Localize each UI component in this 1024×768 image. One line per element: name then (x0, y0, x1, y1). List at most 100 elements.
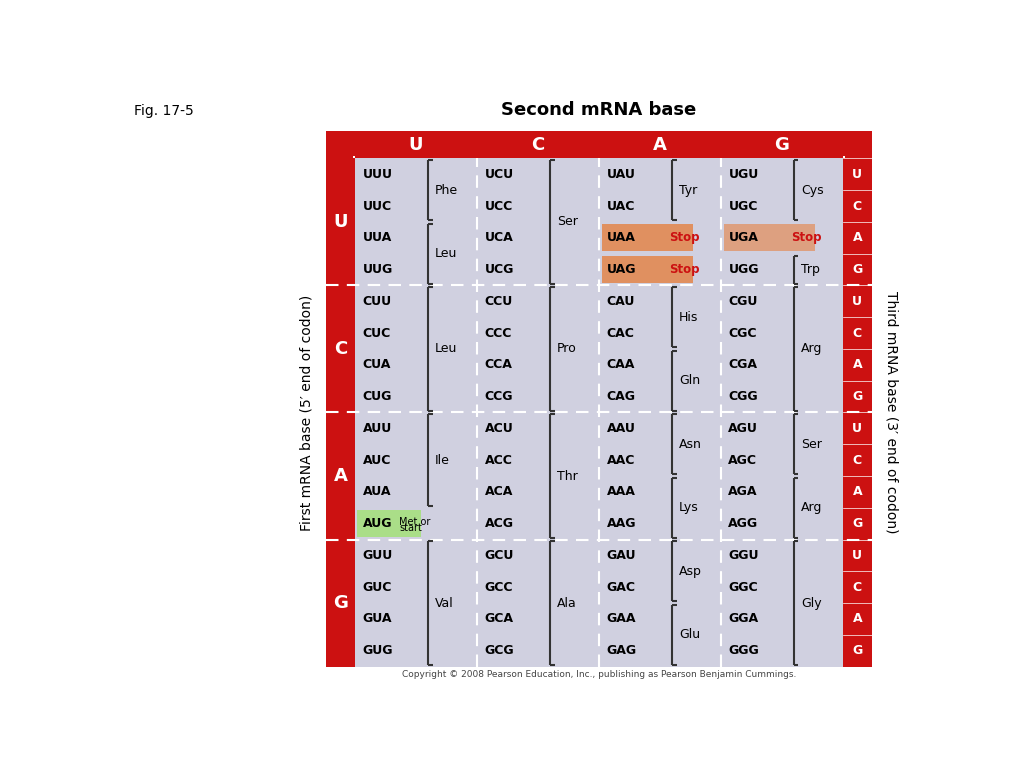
Text: AGC: AGC (728, 454, 758, 467)
Text: start: start (399, 523, 422, 533)
Text: Second mRNA base: Second mRNA base (501, 101, 696, 119)
Text: CCG: CCG (484, 390, 513, 403)
Text: C: C (853, 581, 862, 594)
Text: CCC: CCC (484, 326, 512, 339)
Bar (843, 476, 872, 508)
Text: CCU: CCU (484, 295, 513, 308)
Bar (326, 412, 355, 540)
Text: G: G (333, 594, 348, 612)
Text: CAC: CAC (606, 326, 635, 339)
Text: U: U (333, 213, 347, 231)
Text: Gly: Gly (801, 597, 821, 610)
Bar (355, 286, 477, 412)
Text: Arg: Arg (801, 502, 822, 515)
Bar (843, 540, 872, 571)
Text: C: C (853, 200, 862, 213)
Text: GCC: GCC (484, 581, 513, 594)
Text: GAG: GAG (606, 644, 637, 657)
Bar (843, 508, 872, 540)
Bar (843, 412, 872, 444)
Text: AUU: AUU (362, 422, 392, 435)
Text: G: G (774, 135, 790, 154)
Text: UGG: UGG (728, 263, 759, 276)
Text: Leu: Leu (435, 343, 458, 356)
Text: Ala: Ala (557, 597, 577, 610)
Text: GUG: GUG (362, 644, 393, 657)
Text: GUC: GUC (362, 581, 392, 594)
Text: ACC: ACC (484, 454, 513, 467)
Text: AAU: AAU (606, 422, 636, 435)
Bar (477, 540, 599, 667)
Bar (724, 224, 815, 251)
Bar (477, 286, 599, 412)
Text: AUC: AUC (362, 454, 391, 467)
Bar (477, 412, 599, 540)
Text: UGU: UGU (728, 167, 759, 180)
Text: Phe: Phe (435, 184, 459, 197)
Text: CUA: CUA (362, 359, 391, 372)
Text: UAG: UAG (606, 263, 636, 276)
Text: AGG: AGG (728, 517, 759, 530)
Bar (352, 156, 845, 669)
Text: A: A (852, 359, 862, 372)
Text: GGC: GGC (728, 581, 758, 594)
Text: AAG: AAG (606, 517, 636, 530)
Text: U: U (852, 549, 862, 562)
Text: UAC: UAC (606, 200, 635, 213)
Text: Glu: Glu (679, 628, 700, 641)
Text: G: G (852, 390, 862, 403)
Bar (326, 540, 355, 667)
Text: Asn: Asn (679, 438, 701, 451)
Text: CAU: CAU (606, 295, 635, 308)
Text: C: C (853, 326, 862, 339)
Text: Third mRNA base (3′ end of codon): Third mRNA base (3′ end of codon) (885, 291, 898, 534)
Text: Gln: Gln (679, 374, 700, 387)
Bar (355, 158, 477, 286)
Bar (477, 158, 599, 286)
Text: G: G (852, 644, 862, 657)
Bar (599, 286, 721, 412)
Text: UGC: UGC (728, 200, 758, 213)
Text: Copyright © 2008 Pearson Education, Inc., publishing as Pearson Benjamin Cumming: Copyright © 2008 Pearson Education, Inc.… (401, 670, 796, 679)
Text: GCA: GCA (484, 612, 514, 625)
Bar (843, 444, 872, 476)
Text: U: U (852, 422, 862, 435)
Text: ACU: ACU (484, 422, 513, 435)
Text: G: G (852, 263, 862, 276)
Text: AGA: AGA (728, 485, 758, 498)
Text: UAU: UAU (606, 167, 636, 180)
Bar (721, 158, 843, 286)
Text: GCU: GCU (484, 549, 514, 562)
Text: AUA: AUA (362, 485, 391, 498)
Text: Arg: Arg (801, 343, 822, 356)
Text: Thr: Thr (557, 469, 578, 482)
Text: CAG: CAG (606, 390, 636, 403)
Text: Val: Val (435, 597, 454, 610)
Text: UUG: UUG (362, 263, 393, 276)
Text: ACG: ACG (484, 517, 514, 530)
Text: GUA: GUA (362, 612, 392, 625)
Text: A: A (852, 231, 862, 244)
Bar (843, 317, 872, 349)
Text: Asp: Asp (679, 564, 701, 578)
Text: A: A (653, 135, 667, 154)
Text: GAC: GAC (606, 581, 636, 594)
Text: AAA: AAA (606, 485, 636, 498)
Text: ACA: ACA (484, 485, 513, 498)
Text: GGA: GGA (728, 612, 759, 625)
Text: CUU: CUU (362, 295, 392, 308)
Text: G: G (852, 517, 862, 530)
Text: Cys: Cys (801, 184, 823, 197)
Text: Tyr: Tyr (679, 184, 697, 197)
Text: GAA: GAA (606, 612, 636, 625)
Text: A: A (852, 612, 862, 625)
Text: AGU: AGU (728, 422, 759, 435)
Text: CAA: CAA (606, 359, 635, 372)
Bar (843, 635, 872, 667)
Text: CGC: CGC (728, 326, 757, 339)
Text: CCA: CCA (484, 359, 513, 372)
Text: First mRNA base (5′ end of codon): First mRNA base (5′ end of codon) (299, 294, 313, 531)
Text: UCU: UCU (484, 167, 514, 180)
Text: UUA: UUA (362, 231, 392, 244)
Bar (355, 540, 477, 667)
